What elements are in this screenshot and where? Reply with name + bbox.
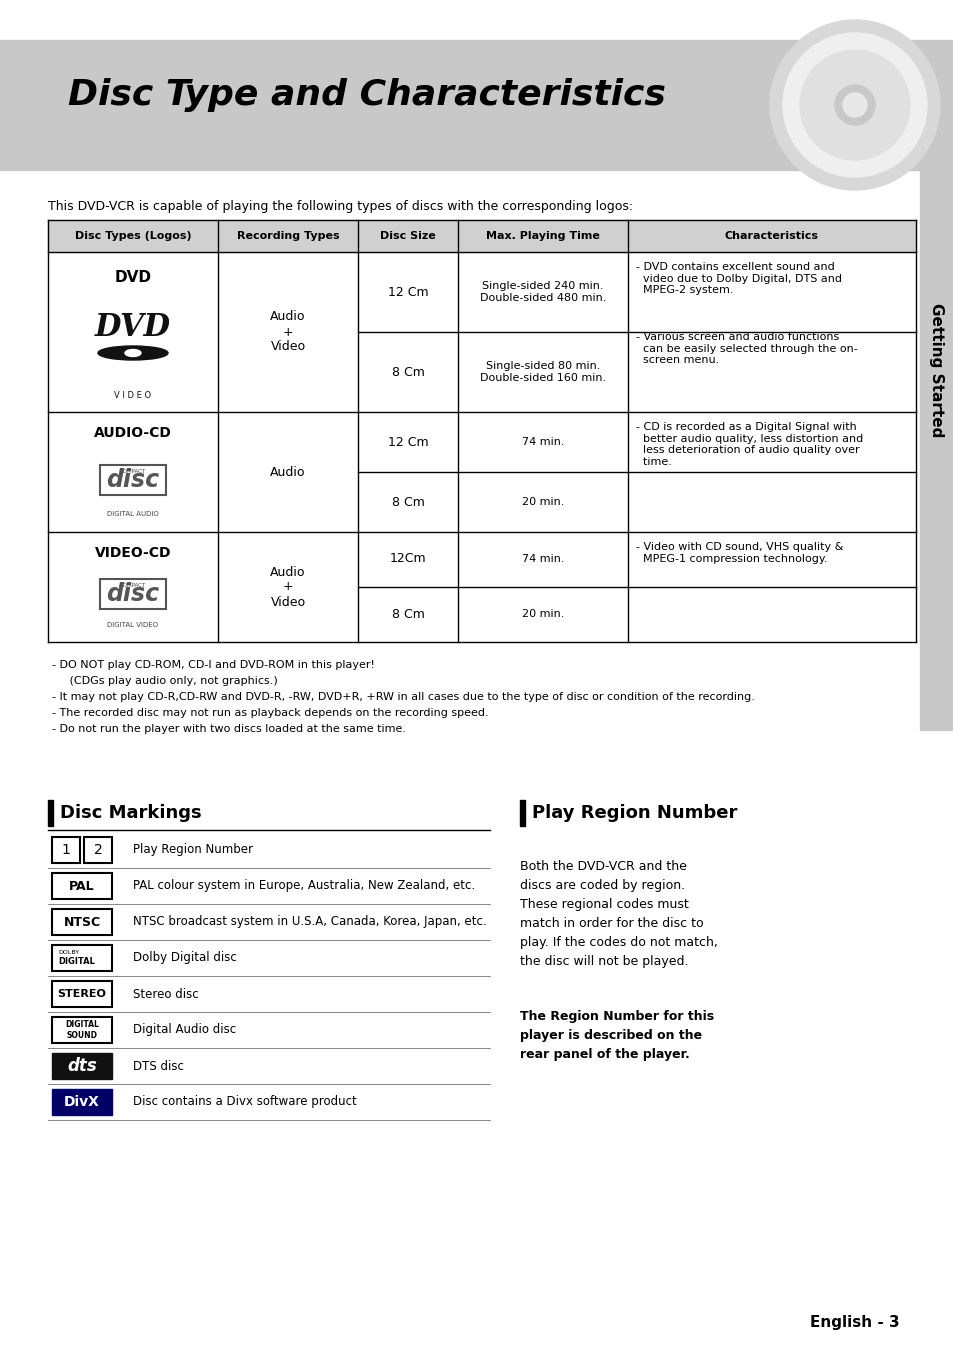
Bar — [52, 981, 112, 1006]
Text: 74 min.: 74 min. — [521, 554, 563, 564]
Text: DTS disc: DTS disc — [132, 1059, 184, 1072]
Text: PAL colour system in Europe, Australia, New Zealand, etc.: PAL colour system in Europe, Australia, … — [132, 880, 475, 893]
Text: Max. Playing Time: Max. Playing Time — [485, 231, 599, 241]
Text: - CD is recorded as a Digital Signal with
  better audio quality, less distortio: - CD is recorded as a Digital Signal wit… — [636, 422, 862, 467]
Text: Disc Size: Disc Size — [379, 231, 436, 241]
Bar — [48, 220, 915, 252]
Text: - Video with CD sound, VHS quality &
  MPEG-1 compression technology.: - Video with CD sound, VHS quality & MPE… — [636, 542, 842, 564]
Text: Play Region Number: Play Region Number — [532, 804, 737, 822]
Ellipse shape — [125, 349, 141, 356]
Text: Disc Markings: Disc Markings — [60, 804, 201, 822]
Text: Audio: Audio — [270, 465, 305, 479]
Text: English - 3: English - 3 — [809, 1314, 899, 1330]
Text: Getting Started: Getting Started — [928, 302, 943, 437]
Text: COMPACT: COMPACT — [120, 469, 146, 473]
Text: 12 Cm: 12 Cm — [387, 286, 428, 298]
Text: STEREO: STEREO — [57, 989, 107, 1000]
Bar — [48, 800, 53, 826]
Text: 20 min.: 20 min. — [521, 496, 563, 507]
Text: DVD: DVD — [95, 312, 171, 343]
Text: - It may not play CD-R,CD-RW and DVD-R, -RW, DVD+R, +RW in all cases due to the : - It may not play CD-R,CD-RW and DVD-R, … — [52, 692, 754, 701]
Bar — [52, 946, 112, 971]
Text: Single-sided 240 min.
Double-sided 480 min.: Single-sided 240 min. Double-sided 480 m… — [479, 281, 605, 302]
Text: The Region Number for this
player is described on the
rear panel of the player.: The Region Number for this player is des… — [519, 1010, 714, 1062]
Text: - Various screen and audio functions
  can be easily selected through the on-
  : - Various screen and audio functions can… — [636, 332, 857, 366]
Text: - DO NOT play CD-ROM, CD-I and DVD-ROM in this player!: - DO NOT play CD-ROM, CD-I and DVD-ROM i… — [52, 660, 375, 670]
Text: AUDIO-CD: AUDIO-CD — [94, 426, 172, 440]
Text: Audio
+
Video: Audio + Video — [270, 565, 305, 608]
Wedge shape — [769, 20, 939, 190]
Text: Dolby Digital disc: Dolby Digital disc — [132, 951, 236, 965]
Text: dts: dts — [67, 1058, 97, 1075]
Ellipse shape — [98, 345, 168, 360]
Bar — [52, 873, 112, 898]
Bar — [519, 800, 524, 826]
Text: NTSC: NTSC — [63, 916, 100, 928]
Wedge shape — [800, 50, 909, 161]
Wedge shape — [834, 85, 874, 125]
Text: Recording Types: Recording Types — [236, 231, 339, 241]
Text: VIDEO-CD: VIDEO-CD — [94, 546, 172, 560]
Text: 8 Cm: 8 Cm — [391, 366, 424, 379]
Text: DIGITAL AUDIO: DIGITAL AUDIO — [107, 511, 159, 517]
Text: DVD: DVD — [114, 270, 152, 285]
Text: DIGITAL: DIGITAL — [58, 956, 94, 966]
Text: 12Cm: 12Cm — [389, 553, 426, 565]
Text: 8 Cm: 8 Cm — [391, 607, 424, 621]
Text: Audio
+
Video: Audio + Video — [270, 310, 305, 353]
Text: - DVD contains excellent sound and
  video due to Dolby Digital, DTS and
  MPEG-: - DVD contains excellent sound and video… — [636, 262, 841, 295]
Bar — [52, 1017, 112, 1043]
Bar — [52, 1089, 112, 1116]
Text: 8 Cm: 8 Cm — [391, 495, 424, 509]
Text: Disc contains a Divx software product: Disc contains a Divx software product — [132, 1095, 356, 1109]
Text: 74 min.: 74 min. — [521, 437, 563, 447]
Text: - Do not run the player with two discs loaded at the same time.: - Do not run the player with two discs l… — [52, 724, 406, 734]
Text: This DVD-VCR is capable of playing the following types of discs with the corresp: This DVD-VCR is capable of playing the f… — [48, 200, 633, 213]
Text: Disc Type and Characteristics: Disc Type and Characteristics — [68, 78, 665, 112]
Text: Stereo disc: Stereo disc — [132, 987, 198, 1001]
Wedge shape — [782, 32, 926, 177]
Text: - The recorded disc may not run as playback depends on the recording speed.: - The recorded disc may not run as playb… — [52, 708, 488, 718]
Text: Both the DVD-VCR and the
discs are coded by region.
These regional codes must
ma: Both the DVD-VCR and the discs are coded… — [519, 861, 717, 969]
Bar — [52, 1054, 112, 1079]
Text: 12 Cm: 12 Cm — [387, 436, 428, 448]
Text: COMPACT: COMPACT — [120, 583, 146, 588]
Bar — [52, 909, 112, 935]
Text: DivX: DivX — [64, 1095, 100, 1109]
Bar — [100, 465, 166, 495]
Text: PAL: PAL — [70, 880, 94, 893]
Text: Digital Audio disc: Digital Audio disc — [132, 1024, 236, 1036]
Text: disc: disc — [107, 468, 159, 492]
Text: DOLBY: DOLBY — [58, 951, 79, 955]
Text: (CDGs play audio only, not graphics.): (CDGs play audio only, not graphics.) — [52, 676, 277, 687]
Text: DIGITAL
SOUND: DIGITAL SOUND — [65, 1020, 99, 1040]
Text: Characteristics: Characteristics — [724, 231, 818, 241]
Text: 20 min.: 20 min. — [521, 608, 563, 619]
Text: 1: 1 — [62, 843, 71, 857]
Text: disc: disc — [107, 581, 159, 606]
Text: DIGITAL VIDEO: DIGITAL VIDEO — [108, 622, 158, 629]
Bar — [100, 579, 166, 608]
Text: NTSC broadcast system in U.S.A, Canada, Korea, Japan, etc.: NTSC broadcast system in U.S.A, Canada, … — [132, 916, 486, 928]
Text: Single-sided 80 min.
Double-sided 160 min.: Single-sided 80 min. Double-sided 160 mi… — [479, 362, 605, 383]
Wedge shape — [842, 93, 866, 117]
Bar — [52, 836, 80, 863]
Bar — [919, 40, 953, 730]
Bar — [0, 40, 919, 170]
Text: 2: 2 — [93, 843, 102, 857]
Text: Disc Types (Logos): Disc Types (Logos) — [74, 231, 192, 241]
Text: V I D E O: V I D E O — [114, 390, 152, 399]
Bar — [84, 836, 112, 863]
Text: Play Region Number: Play Region Number — [132, 843, 253, 857]
